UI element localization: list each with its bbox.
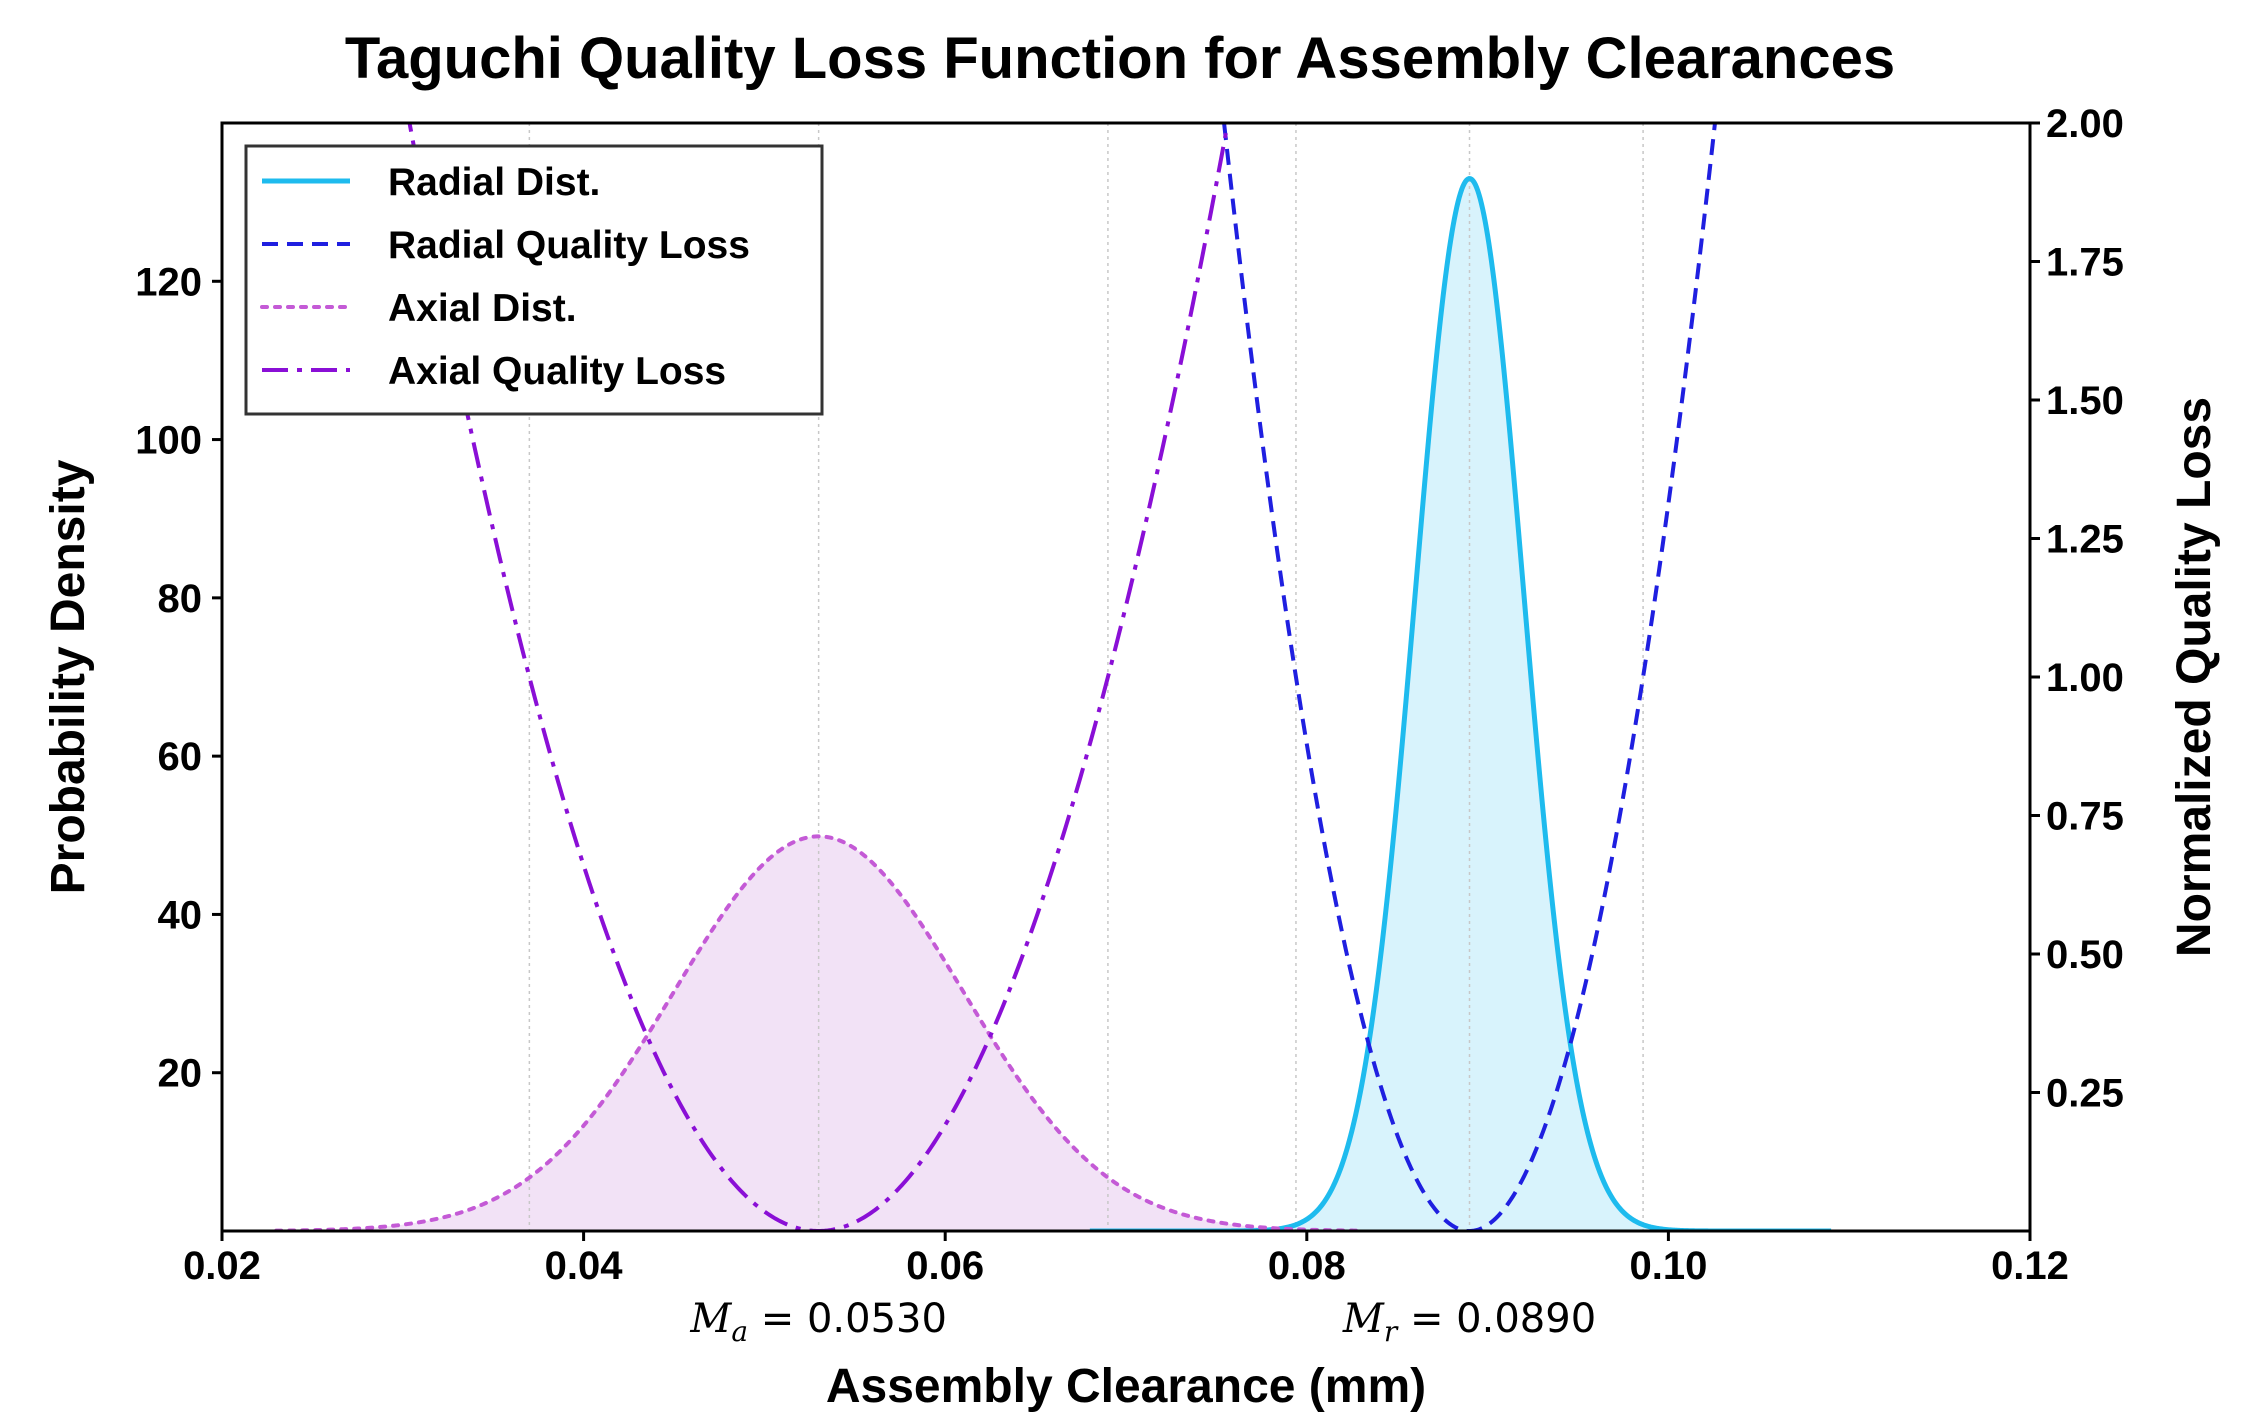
y-left-tick-label: 80 — [158, 577, 203, 621]
x-tick-label: 0.06 — [906, 1244, 984, 1288]
y-left-tick-label: 20 — [158, 1052, 203, 1096]
y-right-tick-label: 0.50 — [2046, 933, 2124, 977]
legend-label-1: Radial Quality Loss — [388, 224, 750, 267]
x-tick-label: 0.08 — [1268, 1244, 1346, 1288]
series-fill-0 — [1089, 178, 1832, 1231]
chart-title: Taguchi Quality Loss Function for Assemb… — [345, 26, 1895, 91]
y-left-tick-label: 60 — [158, 735, 203, 779]
x-tick-label: 0.12 — [1991, 1244, 2069, 1288]
legend-label-0: Radial Dist. — [388, 161, 600, 204]
x-axis: 0.02 0.04 0.06 0.08 0.10 0.12 — [183, 1231, 2069, 1288]
y-right-tick-label: 0.25 — [2046, 1072, 2124, 1116]
y-left-tick-label: 120 — [135, 260, 202, 304]
y-right-tick-label: 2.00 — [2046, 102, 2124, 146]
legend-label-3: Axial Quality Loss — [388, 350, 726, 393]
y-right-tick-label: 1.25 — [2046, 518, 2124, 562]
legend-box — [244, 144, 824, 416]
y-right-tick-label: 0.75 — [2046, 795, 2124, 839]
y-right-tick-label: 1.75 — [2046, 241, 2124, 285]
legend: Radial Dist. Radial Quality Loss Axial Dis… — [244, 144, 824, 416]
x-axis-label: Assembly Clearance (mm) — [826, 1360, 1426, 1413]
y-axis-left: 20 40 60 80 100 120 — [135, 260, 222, 1096]
y-left-tick-label: 100 — [135, 419, 202, 463]
x-tick-label: 0.02 — [183, 1244, 261, 1288]
y-axis-left-label: Probability Density — [42, 459, 95, 894]
target-annotations: Ma = 0.0530 Mr = 0.0890 — [689, 1296, 1596, 1348]
y-right-tick-label: 1.50 — [2046, 379, 2124, 423]
y-axis-right: 0.25 0.50 0.75 1.00 1.25 1.50 1.75 2.00 — [2030, 102, 2124, 1116]
y-left-tick-label: 40 — [158, 893, 203, 937]
legend-label-2: Axial Dist. — [388, 287, 577, 330]
target-annotation-1: Mr = 0.0890 — [1342, 1296, 1596, 1348]
x-tick-label: 0.10 — [1629, 1244, 1707, 1288]
series-line-1 — [1222, 123, 1717, 1231]
y-right-tick-label: 1.00 — [2046, 656, 2124, 700]
y-axis-right-label: Normalized Quality Loss — [2168, 397, 2221, 957]
target-annotation-0: Ma = 0.0530 — [689, 1296, 947, 1348]
series-line-2 — [274, 834, 1364, 1231]
x-tick-label: 0.04 — [545, 1244, 624, 1288]
